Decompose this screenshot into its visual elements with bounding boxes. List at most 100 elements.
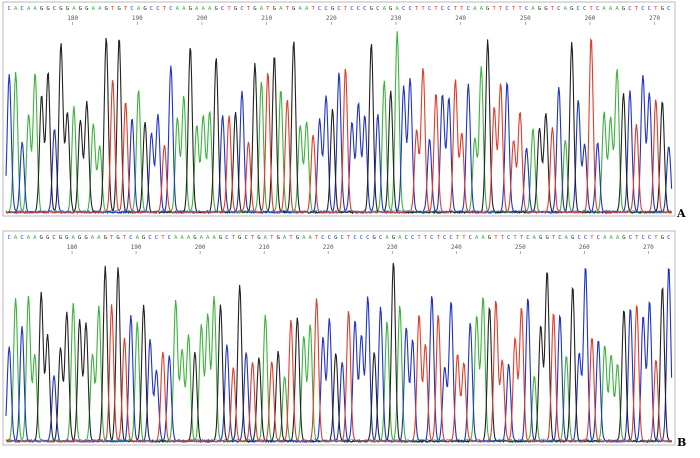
base-call-53: T	[344, 6, 348, 12]
base-call-70: T	[454, 6, 458, 12]
base-call-48: T	[311, 6, 315, 12]
base-call-8: C	[53, 6, 56, 12]
tick-label-210: 210	[259, 244, 270, 251]
base-call-45: G	[292, 6, 296, 12]
base-call-38: T	[247, 6, 251, 12]
base-call-104: C	[667, 235, 670, 241]
base-call-12: G	[79, 6, 83, 12]
base-call-67: C	[430, 235, 433, 241]
base-call-63: C	[408, 6, 411, 12]
base-call-46: A	[299, 6, 303, 12]
base-call-18: G	[116, 235, 120, 241]
tick-label-260: 260	[579, 244, 590, 251]
base-call-4: A	[27, 6, 31, 12]
base-call-11: A	[72, 235, 76, 241]
trace-C	[5, 65, 673, 215]
base-call-20: C	[129, 235, 132, 241]
base-call-75: A	[481, 235, 485, 241]
base-call-49: C	[318, 6, 321, 12]
base-call-9: G	[59, 235, 63, 241]
base-call-65: T	[421, 6, 425, 12]
tick-label-200: 200	[195, 244, 206, 251]
tick-label-190: 190	[132, 15, 143, 22]
base-call-36: G	[234, 6, 238, 12]
base-call-50: C	[321, 235, 324, 241]
base-call-67: T	[434, 6, 438, 12]
base-call-58: C	[376, 6, 379, 12]
tick-label-180: 180	[67, 244, 78, 251]
base-call-70: C	[449, 235, 452, 241]
base-call-37: C	[240, 6, 243, 12]
tick-label-220: 220	[326, 15, 337, 22]
base-call-95: A	[609, 235, 613, 241]
base-call-14: A	[92, 6, 96, 12]
base-call-91: T	[589, 6, 593, 12]
base-call-85: G	[545, 235, 549, 241]
base-call-73: C	[469, 235, 472, 241]
base-call-97: C	[628, 6, 631, 12]
base-call-48: A	[308, 235, 312, 241]
panel-label-b: B	[677, 436, 687, 449]
base-call-66: C	[428, 6, 431, 12]
base-call-64: C	[411, 235, 414, 241]
base-call-69: C	[447, 6, 450, 12]
base-call-52: C	[337, 6, 340, 12]
base-call-56: C	[360, 235, 363, 241]
base-call-95: A	[615, 6, 619, 12]
base-call-30: G	[193, 235, 197, 241]
base-call-5: A	[33, 235, 37, 241]
base-call-27: A	[174, 235, 178, 241]
base-call-3: C	[20, 6, 23, 12]
tick-label-260: 260	[585, 15, 596, 22]
base-call-53: C	[341, 235, 344, 241]
base-call-98: T	[635, 6, 639, 12]
base-call-81: C	[525, 6, 528, 12]
base-call-74: A	[475, 235, 479, 241]
base-call-72: C	[467, 6, 470, 12]
base-call-16: G	[104, 235, 108, 241]
base-call-90: C	[583, 6, 586, 12]
base-call-30: A	[195, 6, 199, 12]
base-call-87: A	[564, 6, 568, 12]
base-call-32: A	[206, 235, 210, 241]
base-call-17: T	[111, 6, 115, 12]
base-call-74: A	[480, 6, 484, 12]
base-call-13: G	[84, 235, 88, 241]
base-call-50: C	[324, 6, 327, 12]
base-call-86: T	[552, 235, 556, 241]
base-call-24: C	[155, 235, 158, 241]
base-call-24: C	[156, 6, 159, 12]
base-call-49: T	[315, 235, 319, 241]
base-call-93: A	[602, 6, 606, 12]
base-call-55: C	[357, 6, 360, 12]
base-call-17: T	[110, 235, 114, 241]
base-call-93: C	[597, 235, 600, 241]
base-call-1: C	[8, 6, 11, 12]
base-call-79: C	[507, 235, 510, 241]
base-call-19: T	[124, 6, 128, 12]
base-call-39: G	[253, 6, 257, 12]
panel-label-a: A	[677, 207, 686, 220]
base-call-22: G	[143, 6, 147, 12]
base-call-91: C	[584, 235, 587, 241]
tick-label-190: 190	[131, 244, 142, 251]
trace-G	[5, 262, 673, 444]
plot-frame	[2, 1, 676, 217]
base-call-7: G	[46, 235, 50, 241]
base-call-44: T	[286, 6, 290, 12]
base-call-15: A	[98, 6, 102, 12]
base-call-41: T	[266, 6, 270, 12]
base-call-40: A	[260, 6, 264, 12]
base-call-16: G	[105, 6, 109, 12]
base-call-92: C	[596, 6, 599, 12]
base-call-57: G	[370, 6, 374, 12]
base-call-29: G	[189, 6, 193, 12]
tick-label-250: 250	[515, 244, 526, 251]
base-call-1: C	[8, 235, 11, 241]
trace-A	[5, 31, 672, 215]
base-call-92: T	[590, 235, 594, 241]
tick-label-210: 210	[261, 15, 272, 22]
plot-frame	[2, 230, 676, 446]
base-call-78: C	[505, 6, 508, 12]
base-call-99: T	[635, 235, 639, 241]
